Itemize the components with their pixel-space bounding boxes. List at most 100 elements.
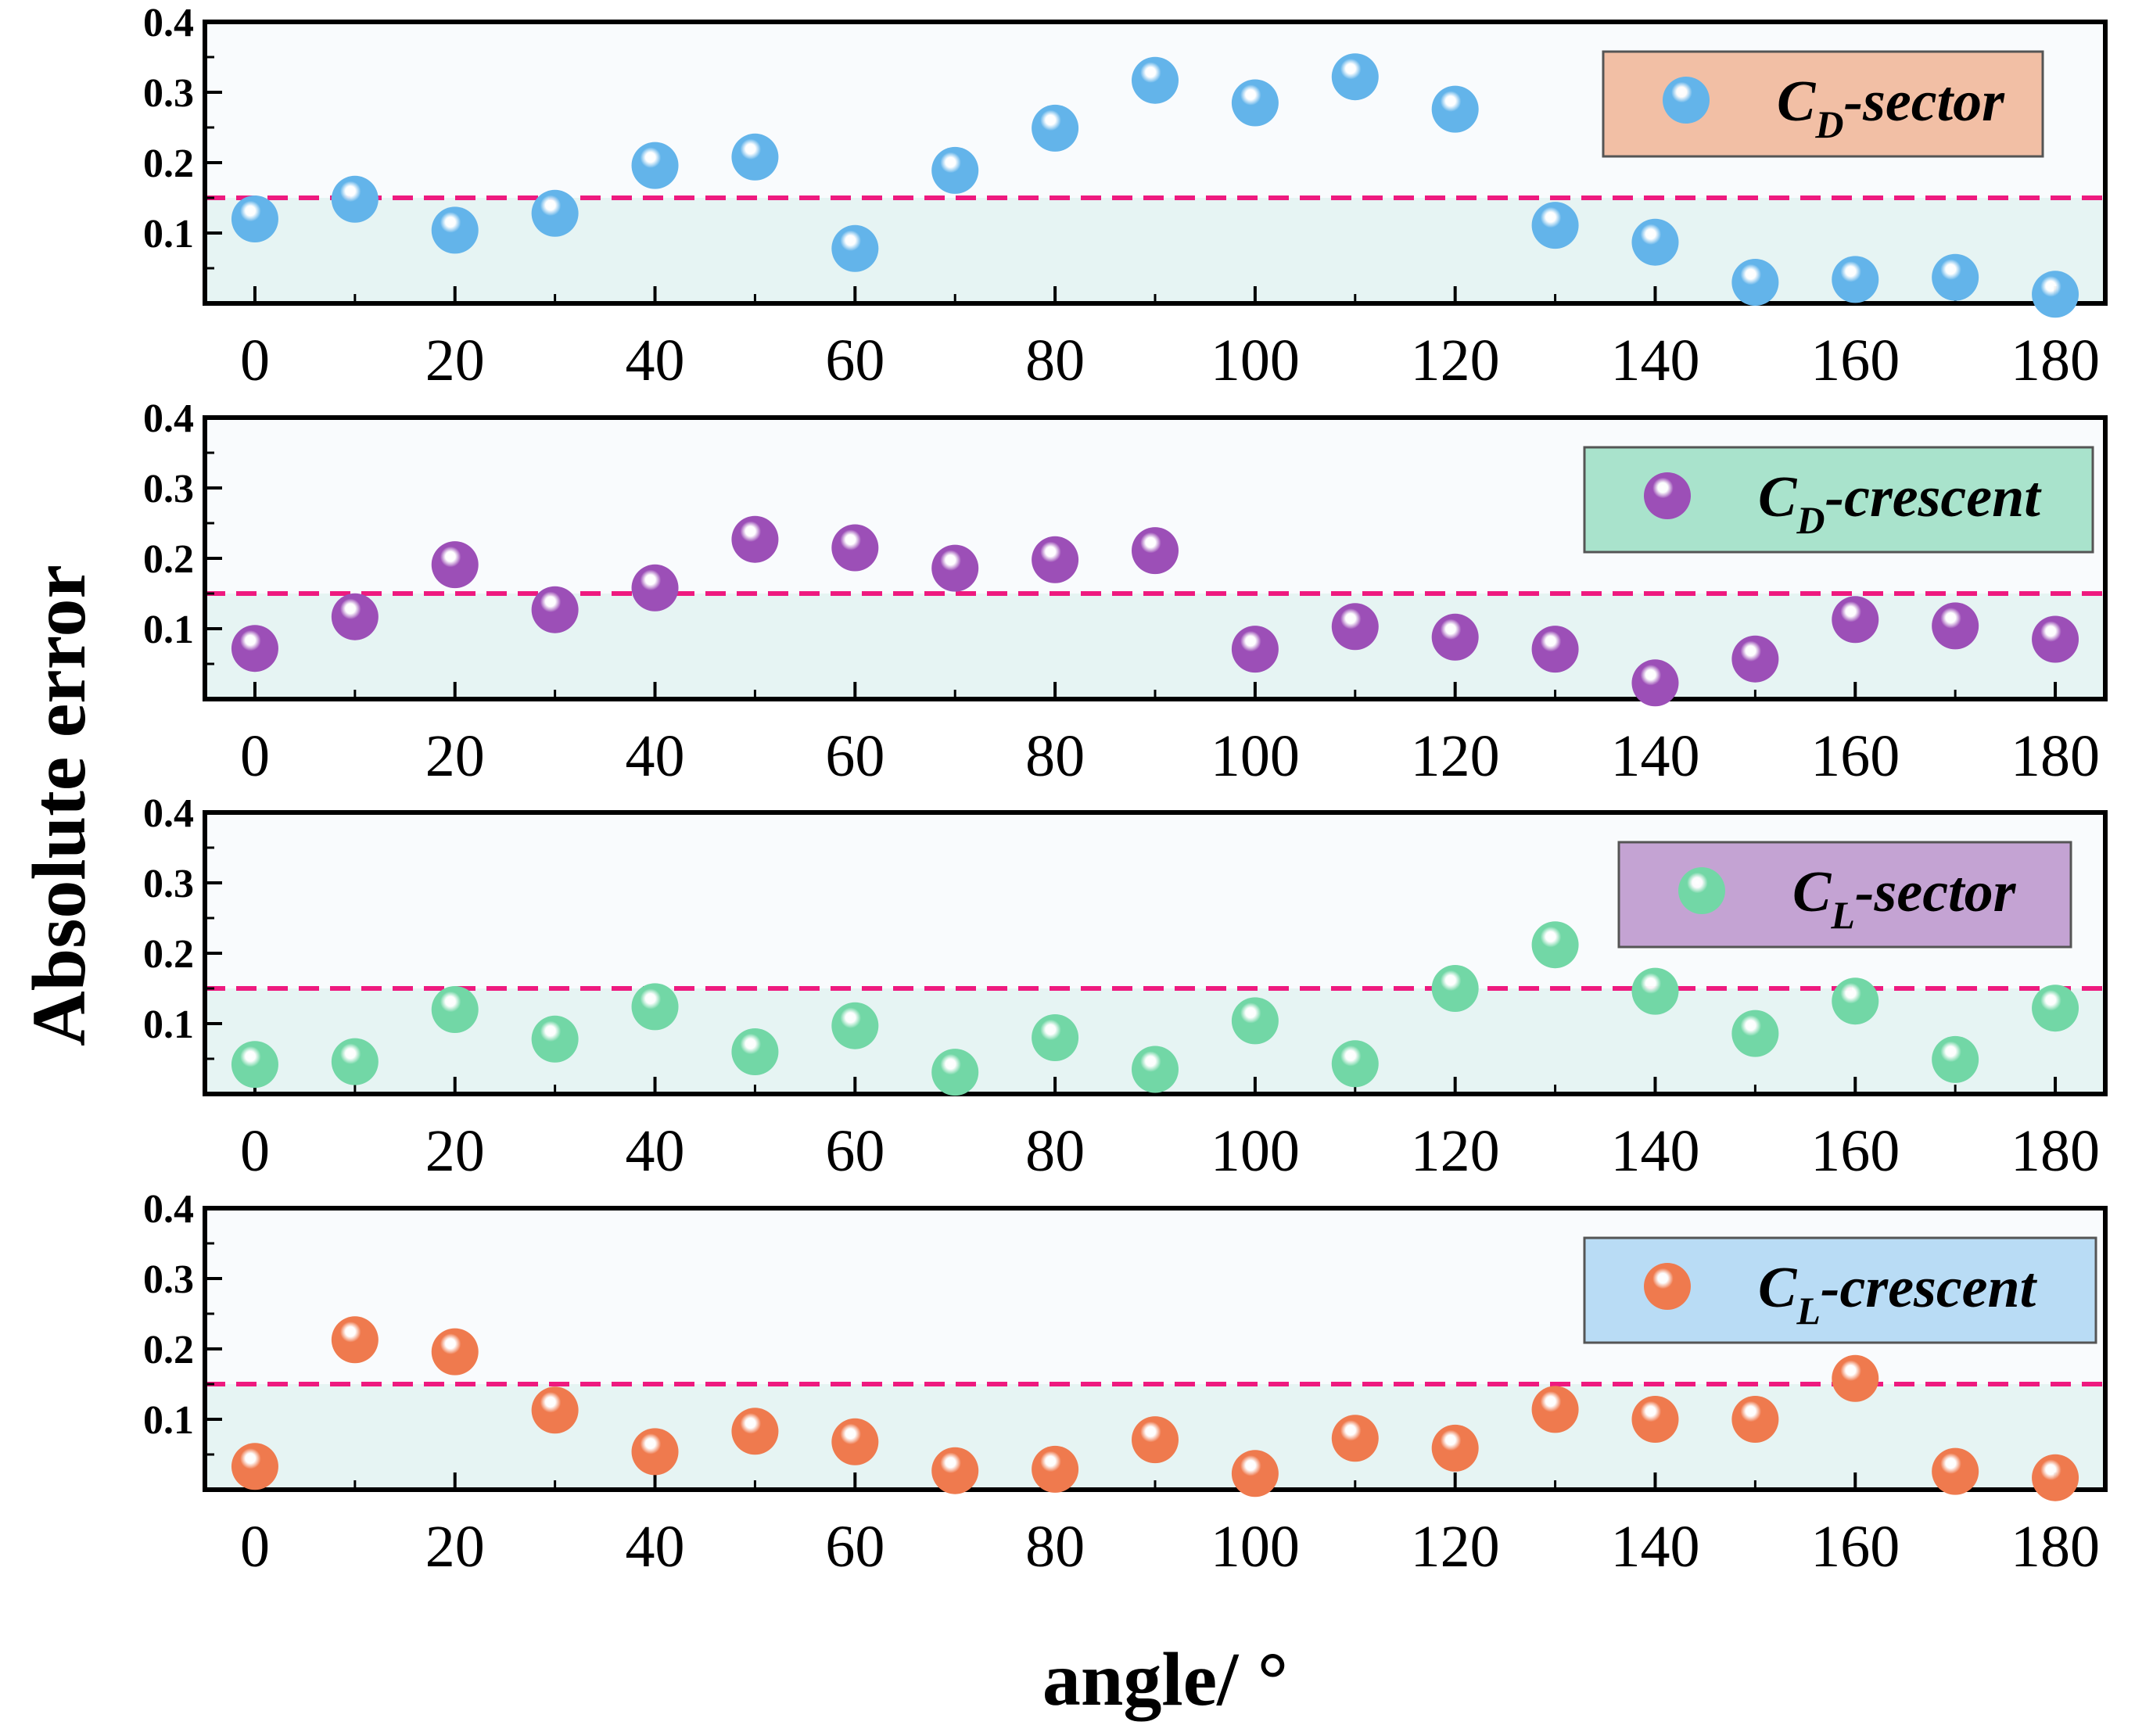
x-tick-label: 40 [626, 1118, 685, 1184]
x-tick-label: 100 [1211, 1514, 1300, 1580]
data-point [1132, 527, 1179, 575]
data-point [1932, 602, 1979, 650]
y-tick-label: 0.1 [143, 1398, 194, 1443]
x-tick-label: 60 [825, 1514, 884, 1580]
x-tick-label: 100 [1211, 1118, 1300, 1184]
data-point [2032, 1454, 2079, 1501]
y-tick-label: 0.1 [143, 608, 194, 652]
data-point [931, 1049, 979, 1096]
data-point [931, 146, 979, 194]
data-point [731, 133, 779, 181]
plot-frame [203, 1206, 2108, 1492]
data-point [1531, 626, 1579, 673]
legend-marker [1663, 77, 1710, 124]
data-point [731, 515, 779, 563]
legend-label: CD-sector [1777, 70, 2005, 146]
legend-label: CD-crescent [1758, 465, 2042, 542]
x-tick-label: 20 [425, 1514, 485, 1580]
data-point [231, 1041, 278, 1089]
data-point [1231, 997, 1279, 1045]
data-point [1231, 1450, 1279, 1497]
y-tick-label: 0.4 [143, 1187, 194, 1232]
data-point [531, 1015, 579, 1063]
panel-C_L-crescent: 0.1 0.2 0.3 0.4 0 20 40 60 80 100 120 140 160 180 CL-c… [143, 1187, 2108, 1580]
x-tick-label: 160 [1810, 723, 1900, 789]
x-tick-label: 180 [2011, 1118, 2100, 1184]
data-point [1431, 613, 1479, 661]
legend: CD-sector [1602, 50, 2044, 158]
plot-frame [203, 415, 2108, 701]
x-tick-label: 60 [825, 328, 884, 393]
data-point [1832, 977, 1879, 1025]
data-point [1932, 1447, 1979, 1495]
panel-C_L-sector: 0.1 0.2 0.3 0.4 0 20 40 60 80 100 120 140 160 180 CL-s… [143, 791, 2108, 1184]
data-point [1231, 626, 1279, 673]
legend-label: CL-crescent [1758, 1256, 2038, 1332]
x-tick-label: 0 [240, 328, 270, 393]
x-tick-label: 120 [1411, 1514, 1500, 1580]
panels-layer: 0.1 0.2 0.3 0.4 0 20 40 60 80 100 120 140 160 180 CD-s… [143, 1, 2108, 1580]
x-tick-label: 180 [2011, 1514, 2100, 1580]
x-axis-title: angle/ ° [1042, 1637, 1288, 1722]
data-point [431, 986, 479, 1033]
data-point [431, 541, 479, 589]
y-tick-label: 0.4 [143, 791, 194, 836]
x-tick-label: 0 [240, 723, 270, 789]
threshold-band [205, 594, 2105, 699]
panel-C_D-sector: 0.1 0.2 0.3 0.4 0 20 40 60 80 100 120 140 160 180 CD-s… [143, 1, 2108, 393]
data-point [1531, 202, 1579, 249]
data-point [1631, 218, 1679, 266]
panel-C_D-crescent: 0.1 0.2 0.3 0.4 0 20 40 60 80 100 120 140 160 180 CD-c… [143, 396, 2108, 789]
y-tick-label: 0.3 [143, 467, 194, 511]
data-point [1731, 1396, 1779, 1443]
data-point [1132, 1046, 1179, 1093]
x-tick-label: 180 [2011, 328, 2100, 393]
y-tick-label: 0.1 [143, 1003, 194, 1047]
data-point [331, 1038, 379, 1085]
data-point [1731, 635, 1779, 683]
data-point [331, 1316, 379, 1364]
x-tick-label: 160 [1810, 1514, 1900, 1580]
y-tick-label: 0.2 [143, 1328, 194, 1372]
x-tick-label: 60 [825, 1118, 884, 1184]
y-tick-label: 0.1 [143, 212, 194, 256]
data-point [231, 1443, 278, 1490]
x-tick-label: 20 [425, 1118, 485, 1184]
data-point [2032, 615, 2079, 663]
data-point [1132, 1416, 1179, 1464]
x-tick-label: 120 [1411, 328, 1500, 393]
data-point [1032, 1014, 1079, 1061]
data-point [331, 593, 379, 640]
x-tick-label: 20 [425, 328, 485, 393]
data-point [1631, 967, 1679, 1015]
x-tick-label: 40 [626, 328, 685, 393]
data-point [1631, 1396, 1679, 1443]
threshold-band [205, 198, 2105, 303]
data-point [1431, 1424, 1479, 1472]
x-tick-label: 100 [1211, 723, 1300, 789]
data-point [1431, 85, 1479, 133]
legend-label: CL-sector [1792, 860, 2017, 937]
data-point [231, 625, 278, 673]
x-tick-label: 80 [1025, 1514, 1085, 1580]
x-tick-label: 140 [1610, 1118, 1699, 1184]
x-tick-label: 120 [1411, 723, 1500, 789]
x-tick-label: 140 [1610, 1514, 1699, 1580]
x-tick-label: 80 [1025, 328, 1085, 393]
data-point [531, 586, 579, 633]
data-point [531, 1386, 579, 1434]
data-point [1331, 1415, 1379, 1462]
legend: CD-crescent [1583, 446, 2094, 554]
x-tick-label: 40 [626, 723, 685, 789]
data-point [631, 983, 679, 1031]
data-point [431, 1328, 479, 1376]
data-point [431, 206, 479, 254]
data-point [1932, 253, 1979, 301]
x-tick-label: 20 [425, 723, 485, 789]
data-point [331, 175, 379, 223]
data-point [731, 1028, 779, 1075]
y-tick-label: 0.4 [143, 396, 194, 441]
x-tick-label: 40 [626, 1514, 685, 1580]
x-tick-label: 140 [1610, 328, 1699, 393]
data-point [1932, 1035, 1979, 1083]
